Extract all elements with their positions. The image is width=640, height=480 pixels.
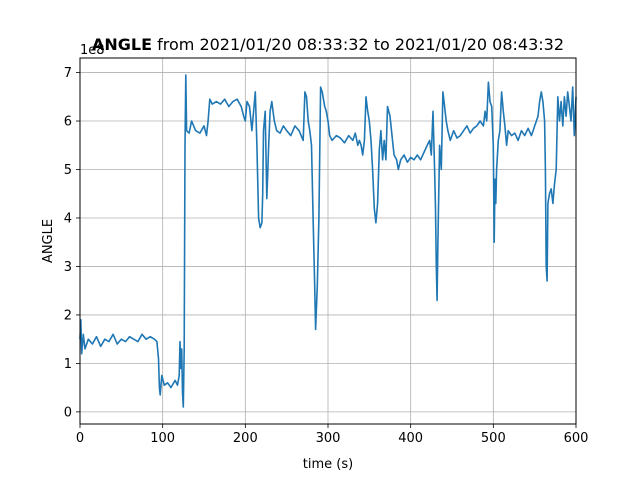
x-axis-label: time (s) — [303, 457, 353, 472]
x-tick-label: 100 — [150, 431, 175, 446]
data-layer — [79, 74, 577, 408]
y-axis-label: ANGLE — [41, 219, 56, 263]
y-tick-label: 4 — [64, 211, 72, 226]
y-tick-label: 1 — [64, 357, 72, 372]
y-tick-label: 5 — [64, 163, 72, 178]
x-tick-label: 600 — [564, 431, 589, 446]
y-axis-ticks: 0 1 2 3 4 5 6 7 — [64, 66, 80, 420]
chart-title-rest: from 2021/01/20 08:33:32 to 2021/01/20 0… — [152, 35, 564, 54]
x-axis-ticks: 0 100 200 300 400 500 600 — [76, 424, 589, 446]
y-tick-label: 3 — [64, 260, 72, 275]
y-tick-label: 2 — [64, 308, 72, 323]
x-tick-label: 200 — [233, 431, 258, 446]
y-offset-text: 1e8 — [80, 43, 105, 58]
chart-title-bold: ANGLE — [92, 35, 152, 54]
x-tick-label: 500 — [481, 431, 506, 446]
x-tick-label: 400 — [398, 431, 423, 446]
y-tick-label: 6 — [64, 115, 72, 130]
series-line-0 — [79, 74, 577, 408]
x-tick-label: 300 — [316, 431, 341, 446]
x-tick-label: 0 — [76, 431, 84, 446]
chart-title: ANGLE from 2021/01/20 08:33:32 to 2021/0… — [92, 35, 564, 54]
y-tick-label: 7 — [64, 66, 72, 81]
y-tick-label: 0 — [64, 405, 72, 420]
